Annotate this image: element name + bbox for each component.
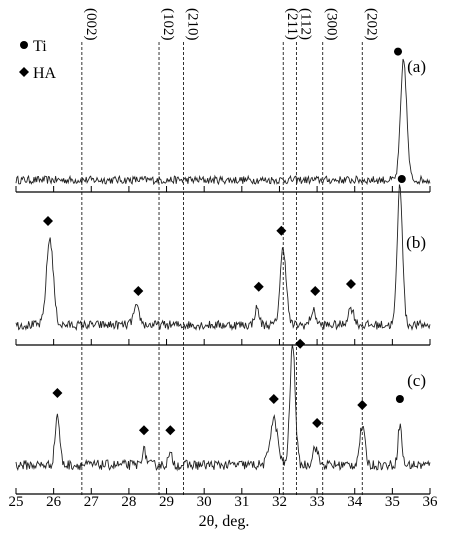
reference-label: (211) [284,8,300,40]
x-tick-label: 35 [385,494,400,510]
legend: Ti HA [19,38,57,82]
ha-peak-marker [276,225,287,236]
reference-label: (210) [184,8,200,41]
ha-peak-marker [253,281,264,292]
spectrum-panel: (c) [15,338,431,495]
ha-peak-marker [133,286,144,296]
ha-peak-marker [312,418,323,428]
x-tick-label: 36 [423,494,439,510]
legend-ti-label: Ti [33,38,47,55]
reference-labels: (002) (102) (210) (211)(112) (300) (202) [83,8,379,41]
spectrum-line [15,58,431,186]
ti-peak-marker [397,175,406,183]
reference-lines [81,42,363,495]
spectrum-line [15,184,431,331]
ti-peak-marker [394,47,403,56]
ha-peak-marker [295,338,306,349]
x-tick-label: 29 [159,494,174,510]
ha-peak-marker [345,279,356,289]
spectrum-panel: (b) [15,175,431,346]
panel-label: (b) [406,233,426,252]
legend-ha-marker [19,67,29,77]
reference-label: (102) [160,8,176,41]
ha-peak-marker [52,388,63,398]
ti-peak-marker [395,395,404,403]
reference-label: (002) [83,8,99,41]
x-tick-label: 27 [84,494,100,510]
ha-peak-marker [165,425,176,436]
x-tick-label: 33 [310,494,325,510]
x-tick-label: 31 [234,494,249,510]
x-tick-label: 30 [197,494,212,510]
legend-ha-label: HA [33,65,57,82]
legend-ti-marker [20,41,28,49]
x-tick-label: 25 [9,494,24,510]
x-tick-label: 32 [272,494,287,510]
reference-label: (300) [324,8,340,41]
panel-label: (a) [407,57,426,76]
spectra-panels: (a) (b) (c) [15,47,431,495]
ha-peak-marker [310,286,321,296]
x-tick-label: 34 [347,494,363,510]
x-axis-label: 2θ, deg. [199,513,250,530]
panel-label: (c) [407,371,426,390]
x-axis: 25 26 27 28 29 30 31 32 33 34 35 36 [9,494,439,510]
reference-label: (202) [363,8,379,41]
x-tick-label: 28 [121,494,136,510]
ha-peak-marker [268,394,279,404]
spectrum-panel: (a) [15,47,431,193]
ha-peak-marker [138,425,149,436]
ha-peak-marker [357,400,368,410]
spectrum-line [15,344,431,472]
x-tick-label: 26 [46,494,62,510]
reference-label: (112) [297,8,313,40]
ha-peak-marker [42,216,53,226]
